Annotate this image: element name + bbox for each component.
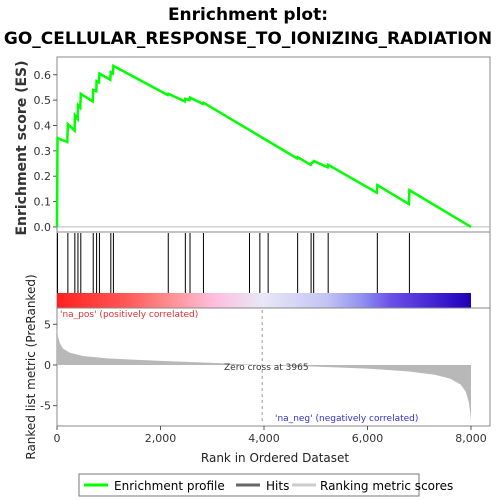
metric-y-tick-label: 5 — [44, 318, 51, 331]
metric-y-ticks: -5 0 5 — [40, 318, 57, 413]
pos-correlated-label: 'na_pos' (positively correlated) — [60, 310, 198, 320]
es-y-tick-label: 0.6 — [34, 69, 52, 82]
zero-cross-label: Zero cross at 3965 — [224, 363, 309, 373]
chart-title-line2: GO_CELLULAR_RESPONSE_TO_IONIZING_RADIATI… — [4, 29, 492, 49]
x-tick-label: 2,000 — [145, 432, 177, 445]
es-y-tick-label: 0.3 — [34, 145, 52, 158]
es-y-ticks: 0.0 0.1 0.2 0.3 0.4 0.5 0.6 — [34, 69, 57, 234]
metric-y-axis-label: Ranked list metric (PreRanked) — [24, 274, 38, 459]
es-y-tick-label: 0.5 — [34, 94, 52, 107]
legend-hits-label: Hits — [266, 479, 289, 493]
es-y-tick-label: 0.4 — [34, 119, 52, 132]
legend-metric-label: Ranking metric scores — [320, 479, 453, 493]
x-tick-label: 0 — [54, 432, 61, 445]
es-y-tick-label: 0.2 — [34, 170, 52, 183]
x-tick-label: 6,000 — [352, 432, 384, 445]
neg-correlated-label: 'na_neg' (negatively correlated) — [275, 414, 418, 424]
es-y-tick-label: 0.1 — [34, 196, 52, 209]
metric-y-tick-label: -5 — [40, 400, 51, 413]
chart-title-line1: Enrichment plot: — [168, 5, 328, 25]
metric-y-tick-label: 0 — [44, 359, 51, 372]
x-tick-label: 8,000 — [455, 432, 487, 445]
hit-markers — [57, 233, 410, 293]
es-y-tick-label: 0.0 — [34, 221, 52, 234]
rank-color-bar — [57, 293, 471, 308]
legend-enrichment-label: Enrichment profile — [114, 479, 225, 493]
x-tick-label: 4,000 — [248, 432, 280, 445]
x-axis-ticks: 0 2,000 4,000 6,000 8,000 — [54, 426, 487, 445]
es-y-axis-label: Enrichment score (ES) — [14, 60, 30, 235]
enrichment-profile-line — [55, 63, 472, 228]
x-axis-label: Rank in Ordered Dataset — [201, 451, 349, 465]
